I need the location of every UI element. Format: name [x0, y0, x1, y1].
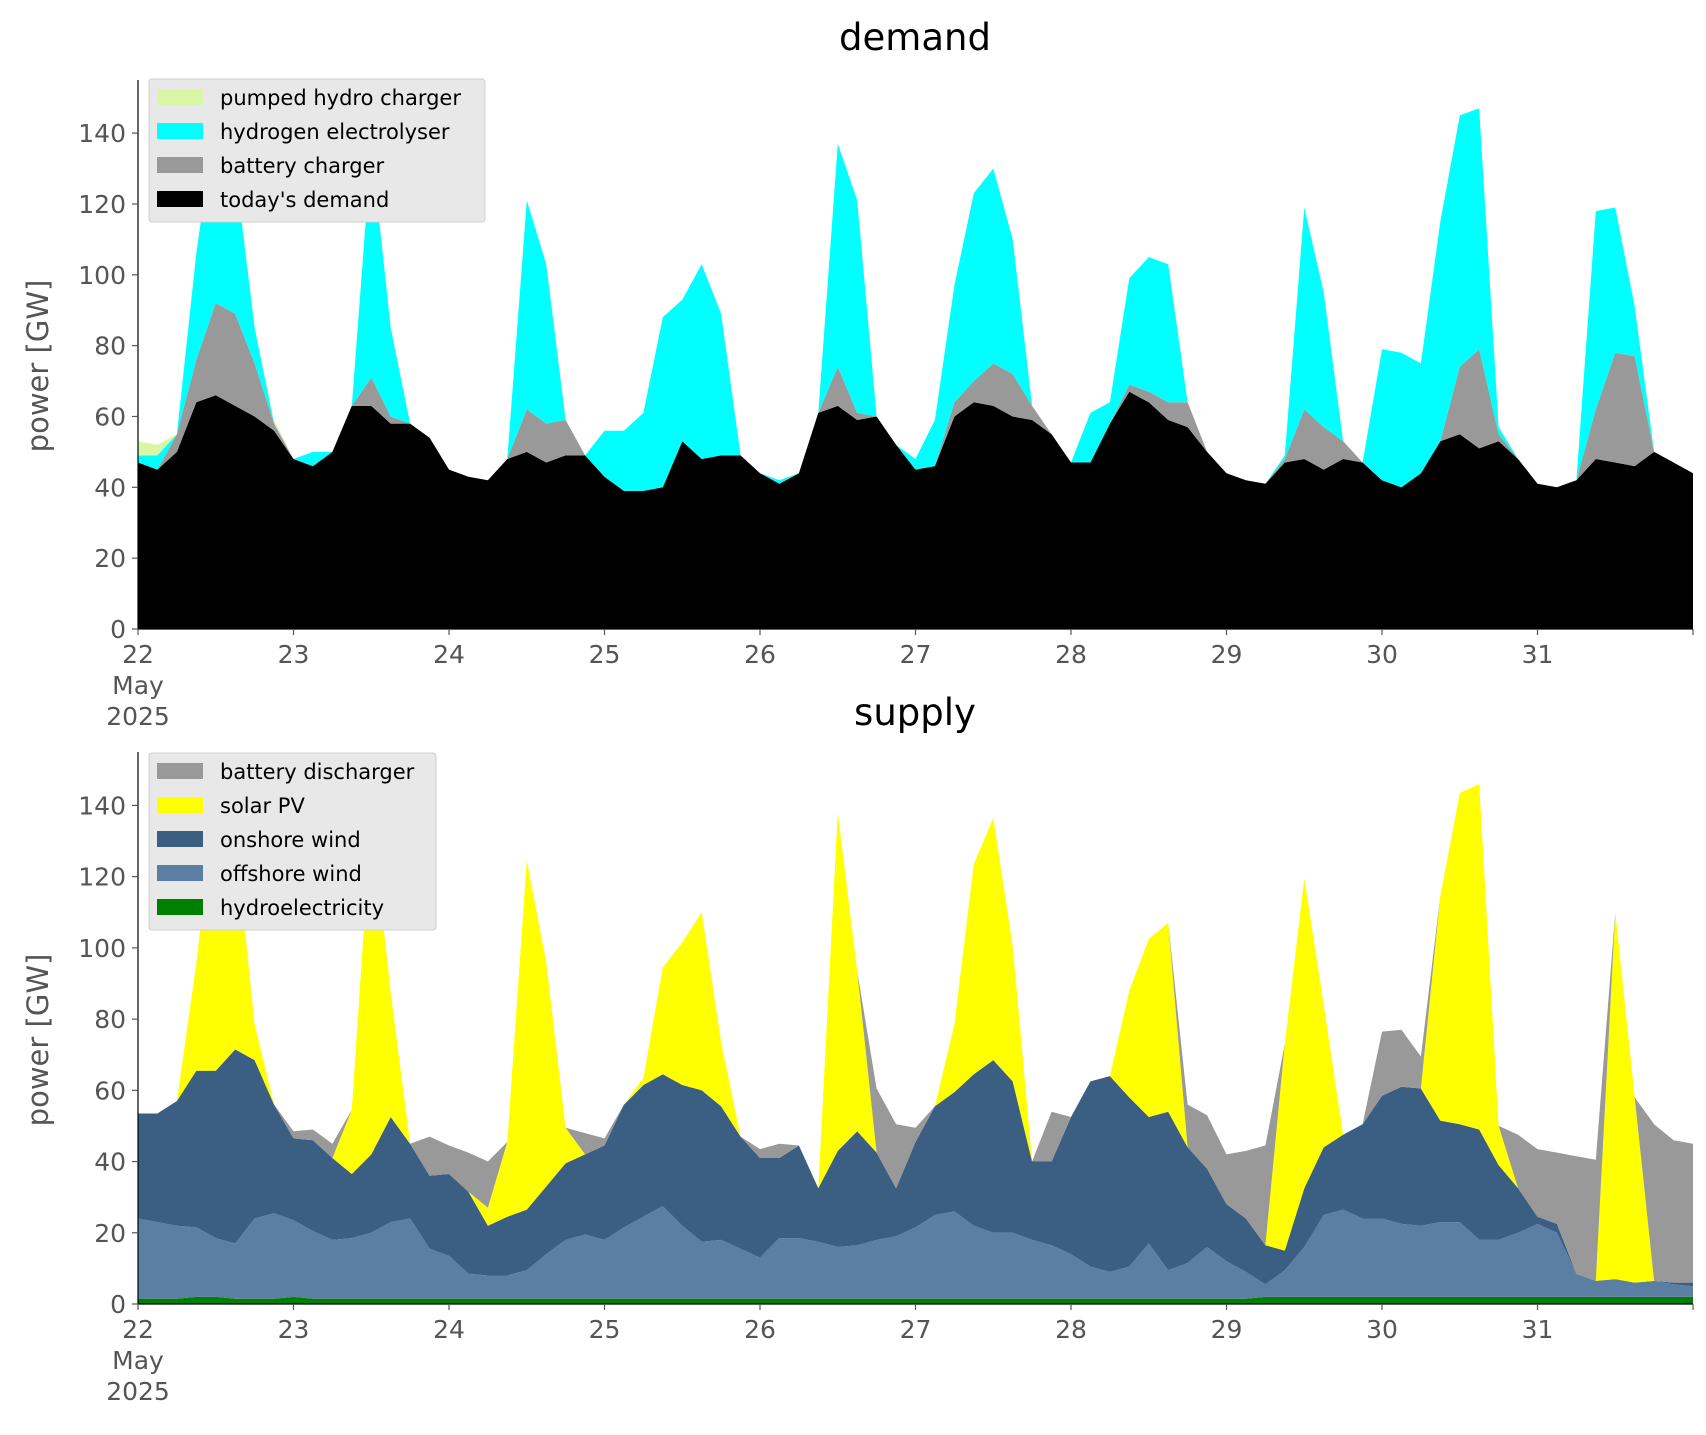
supply-area-layers — [138, 784, 1693, 1304]
demand-x-tick-label: 30 — [1366, 640, 1398, 669]
supply-x-tick-sublabel: 2025 — [106, 1377, 170, 1406]
demand-legend-box — [148, 78, 486, 223]
demand-y-tick-label: 60 — [94, 402, 126, 431]
supply-area-offshore-wind — [138, 1206, 1693, 1299]
supply-y-tick-label: 0 — [110, 1290, 126, 1319]
legend-swatch-battery-discharger — [157, 763, 203, 779]
demand-x-tick-label: 24 — [433, 640, 465, 669]
demand-y-tick-label: 20 — [94, 544, 126, 573]
demand-x-tick-label: 28 — [1055, 640, 1087, 669]
supply-x-tick-label: 27 — [900, 1315, 932, 1344]
legend-label-hydroelectricity: hydroelectricity — [220, 896, 384, 920]
supply-chart-title: supply — [854, 691, 976, 734]
demand-legend: pumped hydro charger hydrogen electrolys… — [148, 78, 486, 223]
demand-y-tick-label: 140 — [78, 119, 126, 148]
demand-y-tick-label: 120 — [78, 190, 126, 219]
demand-y-axis-label: power [GW] — [21, 280, 55, 453]
legend-swatch-battery-charger — [157, 157, 203, 173]
supply-x-tick-label: 29 — [1211, 1315, 1243, 1344]
supply-legend: battery discharger solar PV onshore wind… — [148, 752, 437, 931]
demand-x-tick-label: 25 — [589, 640, 621, 669]
supply-area-hydroelectricity — [138, 1296, 1693, 1304]
legend-label-battery-charger: battery charger — [220, 154, 385, 178]
legend-swatch-todays-demand — [157, 191, 203, 207]
supply-x-tick-label: 28 — [1055, 1315, 1087, 1344]
demand-x-tick-label: 22 — [122, 640, 154, 669]
legend-swatch-hydroelectricity — [157, 899, 203, 915]
supply-x-tick-label: 23 — [278, 1315, 310, 1344]
supply-area-battery-discharger — [138, 784, 1693, 1283]
demand-x-tick-label: 29 — [1211, 640, 1243, 669]
demand-area-layers — [138, 108, 1693, 629]
supply-y-tick-label: 60 — [94, 1076, 126, 1105]
legend-label-hydrogen-electrolyser: hydrogen electrolyser — [220, 120, 450, 144]
supply-x-tick-label: 31 — [1522, 1315, 1554, 1344]
supply-y-tick-label: 40 — [94, 1148, 126, 1177]
demand-area-hydrogen-electrolyser — [138, 108, 1693, 491]
supply-y-tick-label: 120 — [78, 863, 126, 892]
supply-x-tick-label: 25 — [589, 1315, 621, 1344]
demand-y-tick-label: 0 — [110, 615, 126, 644]
legend-label-offshore-wind: offshore wind — [220, 862, 362, 886]
demand-area-today-s-demand — [138, 391, 1693, 629]
legend-swatch-solar-pv — [157, 797, 203, 813]
demand-x-tick-label: 26 — [744, 640, 776, 669]
legend-swatch-hydrogen-electrolyser — [157, 123, 203, 139]
legend-label-todays-demand: today's demand — [220, 188, 389, 212]
demand-x-tick-sublabel: 2025 — [106, 702, 170, 731]
supply-y-tick-label: 80 — [94, 1005, 126, 1034]
legend-label-solar-pv: solar PV — [220, 794, 305, 818]
demand-x-tick-label: 27 — [900, 640, 932, 669]
demand-x-tick-label: 23 — [278, 640, 310, 669]
legend-swatch-onshore-wind — [157, 831, 203, 847]
demand-x-tick-sublabel: May — [112, 671, 164, 700]
supply-x-tick-sublabel: May — [112, 1346, 164, 1375]
demand-y-tick-label: 80 — [94, 332, 126, 361]
demand-chart-title: demand — [839, 16, 991, 59]
legend-label-pumped-hydro-charger: pumped hydro charger — [220, 86, 461, 110]
supply-legend-box — [148, 752, 437, 931]
supply-y-tick-label: 20 — [94, 1219, 126, 1248]
supply-area-onshore-wind — [138, 1049, 1693, 1287]
legend-label-onshore-wind: onshore wind — [220, 828, 361, 852]
supply-x-tick-label: 22 — [122, 1315, 154, 1344]
legend-swatch-pumped-hydro-charger — [157, 89, 203, 105]
supply-x-tick-label: 30 — [1366, 1315, 1398, 1344]
demand-y-tick-label: 100 — [78, 261, 126, 290]
legend-label-battery-discharger: battery discharger — [220, 760, 415, 784]
demand-area-battery-charger — [138, 303, 1693, 491]
supply-y-tick-label: 100 — [78, 934, 126, 963]
demand-x-tick-label: 31 — [1522, 640, 1554, 669]
legend-swatch-offshore-wind — [157, 865, 203, 881]
supply-y-axis-label: power [GW] — [21, 954, 55, 1127]
supply-x-tick-label: 24 — [433, 1315, 465, 1344]
supply-area-solar-pv — [138, 784, 1693, 1283]
supply-x-tick-label: 26 — [744, 1315, 776, 1344]
supply-y-tick-label: 140 — [78, 791, 126, 820]
demand-y-tick-label: 40 — [94, 473, 126, 502]
